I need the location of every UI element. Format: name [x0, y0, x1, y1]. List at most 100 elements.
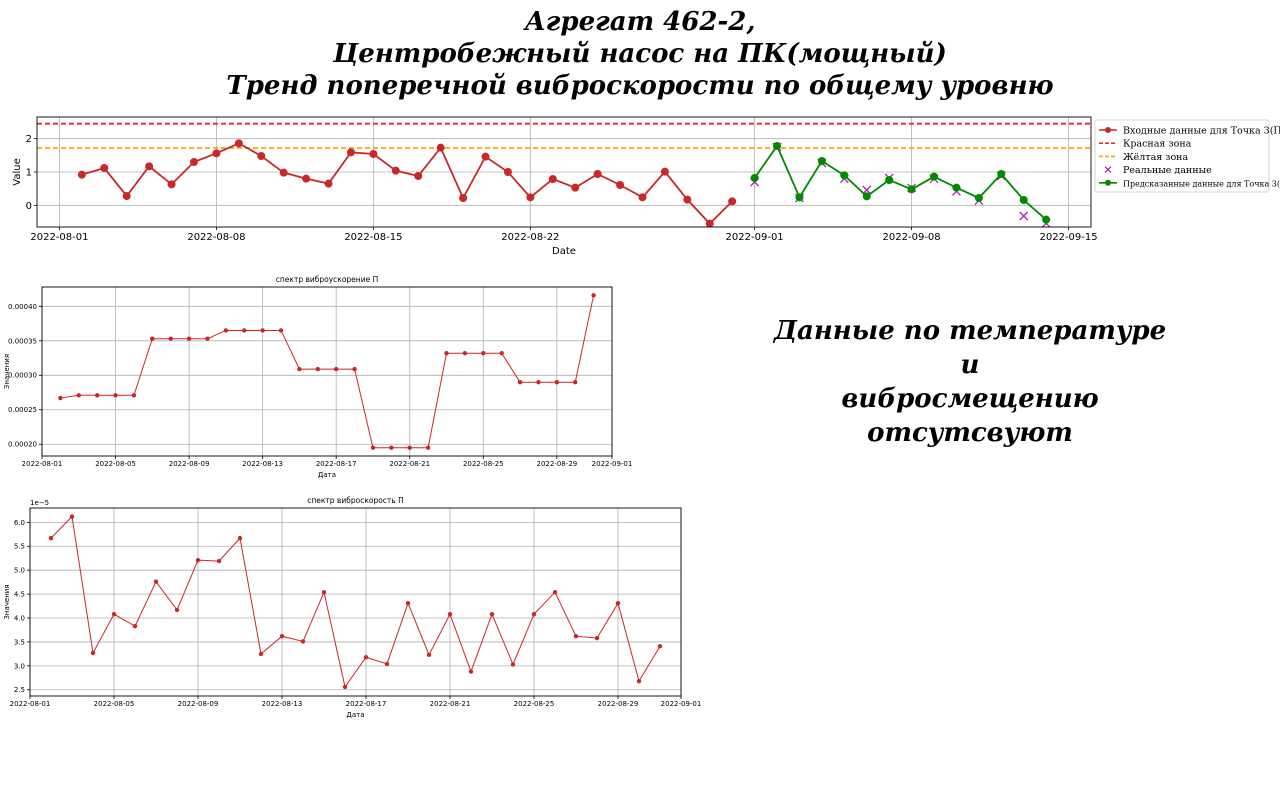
x-tick-label: 2022-08-17: [346, 700, 387, 708]
data-point: [111, 611, 117, 617]
data-point: [750, 174, 759, 182]
data-point: [242, 328, 247, 333]
legend-label: Предсказанные данные для Точка 3(П): [1123, 179, 1280, 188]
x-tick-label: 2022-08-21: [389, 460, 430, 468]
y-tick-label: 0.00035: [8, 337, 37, 345]
data-point: [426, 652, 432, 658]
data-point: [260, 328, 265, 333]
data-point: [531, 611, 537, 617]
x-axis-label: Дата: [318, 471, 336, 479]
x-tick-label: 2022-08-01: [22, 460, 63, 468]
data-point: [974, 194, 983, 202]
data-point: [444, 351, 449, 356]
y-tick-label: 5.0: [14, 567, 25, 575]
data-point: [212, 149, 221, 158]
data-point: [90, 650, 96, 656]
y-scale-label: 1e−5: [30, 499, 49, 507]
data-point: [234, 139, 243, 148]
data-point: [503, 168, 512, 176]
data-point: [817, 157, 826, 165]
data-point: [636, 678, 642, 684]
data-point: [510, 662, 516, 667]
chart-title: спектр виброускорение П: [276, 275, 378, 284]
plot-frame: [29, 507, 682, 697]
data-point: [407, 445, 412, 450]
x-tick-label: 2022-08-25: [463, 460, 504, 468]
data-point: [573, 379, 578, 385]
data-point: [616, 181, 625, 189]
data-point: [352, 366, 357, 372]
x-tick-label: 2022-08-29: [536, 460, 577, 468]
data-point: [297, 366, 302, 372]
data-point: [342, 684, 348, 690]
data-point: [436, 143, 445, 152]
data-point: [728, 197, 737, 206]
data-point: [189, 158, 198, 166]
legend-marker-predicted: [1105, 179, 1111, 186]
x-tick-label: 2022-09-01: [726, 232, 784, 243]
data-point: [77, 170, 86, 179]
title-line-1: Агрегат 462-2,: [524, 7, 756, 37]
data-point: [324, 179, 333, 188]
x-tick-label: 2022-08-22: [501, 232, 559, 243]
missing-data-note: Данные по температуре и вибросмещению от…: [760, 314, 1180, 450]
data-point-x-marker: [1019, 211, 1029, 221]
data-point: [481, 351, 486, 356]
plot-frame: [36, 116, 1092, 228]
x-tick-label: 2022-08-17: [316, 460, 357, 468]
data-point: [346, 148, 355, 157]
data-point: [122, 192, 131, 200]
data-point: [552, 589, 558, 595]
data-point: [48, 535, 54, 541]
x-tick-label: 2022-08-01: [30, 232, 88, 243]
data-point: [321, 589, 327, 595]
data-point: [150, 336, 155, 341]
data-point: [315, 366, 321, 372]
y-tick-label: 4.0: [14, 614, 25, 622]
legend-marker-input: [1105, 127, 1111, 133]
y-axis-label: Значения: [3, 584, 11, 619]
data-point: [573, 634, 579, 639]
data-point: [536, 379, 541, 385]
x-tick-label: 2022-08-13: [242, 460, 283, 468]
data-point: [186, 336, 192, 341]
y-tick-label: 4.5: [14, 591, 25, 599]
x-tick-label: 2022-08-09: [178, 700, 219, 708]
x-tick-label: 2022-08-05: [95, 460, 136, 468]
legend-label: Входные данные для Точка 3(П): [1123, 126, 1280, 137]
data-point: [517, 379, 523, 385]
data-point: [389, 445, 394, 450]
title-line-2: Центробежный насос на ПК(мощный): [333, 39, 947, 69]
data-point: [862, 192, 871, 201]
x-tick-label: 2022-08-01: [10, 700, 51, 708]
data-point: [167, 180, 176, 189]
chart-title: спектр виброскорость П: [307, 496, 403, 505]
data-point: [278, 328, 284, 333]
data-point: [205, 336, 210, 341]
legend-label: Жёлтая зона: [1123, 152, 1188, 163]
data-point: [499, 351, 504, 356]
data-point: [952, 183, 961, 192]
x-tick-label: 2022-08-08: [187, 232, 245, 243]
y-tick-label: 2.5: [14, 686, 25, 694]
data-point: [333, 366, 339, 372]
data-point: [223, 328, 229, 333]
series-line: [60, 295, 595, 449]
data-point: [168, 336, 173, 341]
data-point: [447, 611, 453, 617]
data-point: [481, 152, 490, 161]
data-point: [907, 185, 916, 194]
plot-frame: [41, 286, 613, 457]
data-point: [174, 607, 180, 613]
data-point: [369, 150, 378, 158]
y-tick-label: 0: [26, 201, 32, 212]
data-point: [548, 175, 557, 183]
series-group: [48, 514, 663, 690]
data-point: [638, 193, 647, 202]
y-tick-label: 2: [26, 134, 32, 145]
note-line-1: Данные по температуре и: [773, 316, 1167, 380]
data-point: [76, 393, 81, 398]
y-axis-label: Value: [12, 158, 23, 185]
data-point: [237, 535, 243, 541]
